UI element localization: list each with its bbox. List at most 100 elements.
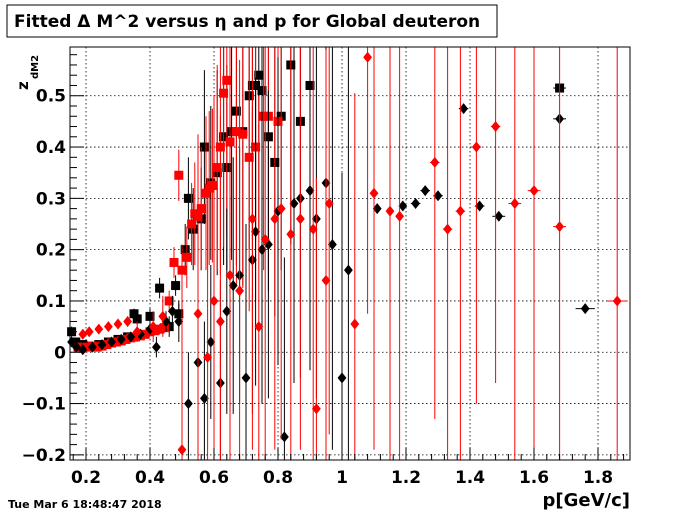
data-point bbox=[188, 224, 198, 234]
data-point bbox=[257, 244, 267, 256]
data-series-layer bbox=[67, 47, 627, 460]
data-point bbox=[491, 121, 500, 133]
x-axis-label: p[GeV/c] bbox=[543, 490, 631, 511]
data-point bbox=[372, 203, 382, 215]
data-point bbox=[132, 314, 142, 324]
timestamp: Tue Mar 6 18:48:47 2018 bbox=[8, 498, 162, 511]
x-tick-label: 0.2 bbox=[71, 468, 101, 488]
data-point bbox=[344, 264, 353, 276]
data-point bbox=[200, 392, 209, 404]
data-point bbox=[259, 111, 269, 121]
grid-lines bbox=[70, 47, 630, 460]
data-point bbox=[350, 318, 360, 330]
data-point bbox=[321, 274, 331, 286]
title-box bbox=[6, 4, 498, 38]
data-point bbox=[305, 185, 315, 197]
y-tick-label: 0.5 bbox=[36, 87, 66, 107]
data-point bbox=[203, 351, 212, 363]
data-point bbox=[123, 315, 132, 327]
data-point bbox=[129, 309, 139, 319]
y-tick-label: 0.4 bbox=[36, 138, 66, 158]
y-axis-label: z dM2 bbox=[14, 55, 41, 90]
data-point bbox=[235, 285, 244, 297]
data-point bbox=[289, 197, 299, 209]
data-point bbox=[270, 213, 280, 225]
data-point bbox=[155, 283, 165, 293]
data-point bbox=[443, 223, 452, 235]
data-point bbox=[475, 200, 484, 212]
x-tick-label: 0.4 bbox=[135, 468, 165, 488]
data-point bbox=[174, 315, 184, 327]
y-tick-label: −0.1 bbox=[22, 395, 66, 415]
data-point bbox=[363, 51, 372, 63]
data-point bbox=[254, 70, 264, 80]
data-point bbox=[231, 127, 241, 137]
y-tick-label: 0 bbox=[54, 343, 66, 363]
data-point bbox=[225, 269, 235, 281]
data-point bbox=[201, 188, 211, 198]
data-point bbox=[152, 341, 161, 353]
data-point bbox=[385, 205, 395, 217]
data-point bbox=[131, 332, 141, 342]
y-tick-label: −0.2 bbox=[22, 446, 66, 466]
data-point bbox=[83, 342, 93, 352]
x-tick-label: 1 bbox=[336, 468, 348, 488]
data-point bbox=[107, 336, 116, 348]
data-point bbox=[111, 337, 121, 347]
data-point bbox=[94, 323, 104, 335]
data-point bbox=[150, 326, 160, 336]
data-point bbox=[369, 187, 379, 199]
x-tick-label: 0.6 bbox=[199, 468, 229, 488]
data-point bbox=[529, 185, 539, 197]
data-point bbox=[555, 221, 564, 233]
series-diamond-red bbox=[78, 47, 627, 460]
data-point bbox=[121, 334, 131, 344]
data-point bbox=[84, 326, 94, 338]
y-axis-label-sub: dM2 bbox=[30, 55, 41, 79]
data-point bbox=[168, 305, 177, 317]
data-point bbox=[88, 341, 97, 353]
data-point bbox=[337, 372, 347, 384]
data-point bbox=[104, 321, 113, 333]
data-point bbox=[212, 163, 222, 173]
x-tick-label: 1.4 bbox=[455, 468, 485, 488]
axes: 0.2 0.4 0.6 0.8 1 1.2 1.4 1.6 1.8 −0.2 −0.1 0 0.1 0.2… bbox=[22, 54, 625, 488]
data-point bbox=[140, 329, 150, 339]
data-point bbox=[164, 322, 174, 332]
data-point bbox=[433, 190, 443, 202]
data-point bbox=[159, 323, 169, 333]
data-point bbox=[395, 210, 404, 222]
data-point bbox=[219, 88, 229, 98]
data-point bbox=[494, 210, 504, 222]
data-point bbox=[260, 233, 270, 245]
data-point bbox=[324, 197, 334, 209]
data-point bbox=[510, 197, 520, 209]
data-point bbox=[227, 127, 237, 137]
data-point bbox=[328, 239, 337, 251]
data-point bbox=[132, 326, 142, 338]
data-point bbox=[222, 75, 232, 85]
data-point bbox=[308, 223, 318, 235]
data-point bbox=[280, 431, 289, 443]
data-point bbox=[580, 303, 590, 315]
data-point bbox=[196, 204, 206, 214]
data-point bbox=[187, 219, 197, 229]
data-point bbox=[155, 324, 165, 334]
data-point bbox=[276, 203, 286, 215]
data-point bbox=[228, 280, 238, 292]
data-point bbox=[126, 331, 136, 343]
data-point bbox=[180, 245, 190, 255]
data-point bbox=[254, 321, 264, 333]
chart-title: Fitted Δ M^2 versus η and p for Global d… bbox=[14, 12, 480, 32]
x-tick-label: 1.2 bbox=[391, 468, 421, 488]
data-point bbox=[199, 142, 209, 152]
data-point bbox=[193, 308, 203, 320]
data-point bbox=[251, 226, 260, 238]
data-point bbox=[145, 311, 155, 321]
data-point bbox=[116, 333, 126, 345]
data-point bbox=[286, 228, 296, 240]
data-point bbox=[183, 193, 193, 203]
data-point bbox=[72, 341, 81, 353]
